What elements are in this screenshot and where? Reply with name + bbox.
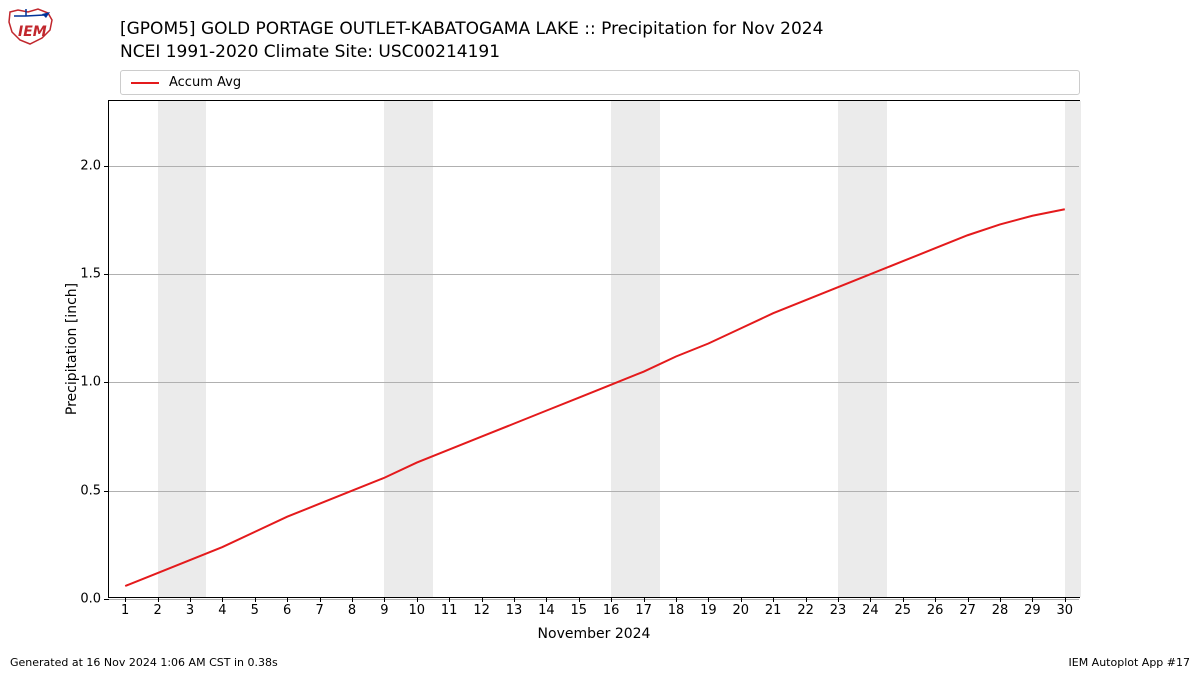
xtick-label: 6 <box>283 603 291 618</box>
xtick-label: 8 <box>348 603 356 618</box>
xtick-label: 11 <box>441 603 458 618</box>
ytick-label: 1.5 <box>80 267 101 282</box>
ytick-mark <box>104 599 109 600</box>
legend: Accum Avg <box>120 70 1080 95</box>
xtick-label: 4 <box>218 603 226 618</box>
xtick-label: 21 <box>765 603 782 618</box>
xtick-label: 24 <box>862 603 879 618</box>
ytick-label: 1.0 <box>80 375 101 390</box>
xtick-label: 1 <box>121 603 129 618</box>
xtick-label: 3 <box>186 603 194 618</box>
series-layer <box>109 101 1081 599</box>
xtick-label: 10 <box>409 603 426 618</box>
xtick-label: 18 <box>668 603 685 618</box>
xtick-label: 19 <box>700 603 717 618</box>
xtick-label: 27 <box>959 603 976 618</box>
ytick-label: 0.5 <box>80 483 101 498</box>
y-axis-label: Precipitation [inch] <box>64 283 80 415</box>
iem-logo: IEM <box>6 6 56 48</box>
xtick-label: 9 <box>380 603 388 618</box>
xtick-label: 28 <box>992 603 1009 618</box>
footer-app-text: IEM Autoplot App #17 <box>1069 656 1191 669</box>
legend-item-label: Accum Avg <box>169 75 241 90</box>
xtick-label: 29 <box>1024 603 1041 618</box>
xtick-label: 14 <box>538 603 555 618</box>
xtick-label: 12 <box>473 603 490 618</box>
ytick-label: 0.0 <box>80 592 101 607</box>
legend-line-icon <box>131 82 159 84</box>
chart-title-line1: [GPOM5] GOLD PORTAGE OUTLET-KABATOGAMA L… <box>120 18 823 41</box>
chart-title-line2: NCEI 1991-2020 Climate Site: USC00214191 <box>120 41 823 64</box>
series-line <box>125 209 1065 586</box>
xtick-label: 13 <box>506 603 523 618</box>
xtick-label: 25 <box>895 603 912 618</box>
x-axis-label: November 2024 <box>538 626 651 642</box>
xtick-label: 7 <box>315 603 323 618</box>
svg-text:IEM: IEM <box>18 24 47 40</box>
xtick-label: 15 <box>571 603 588 618</box>
xtick-label: 16 <box>603 603 620 618</box>
xtick-label: 22 <box>797 603 814 618</box>
footer-generated-text: Generated at 16 Nov 2024 1:06 AM CST in … <box>10 656 278 669</box>
xtick-label: 20 <box>733 603 750 618</box>
xtick-label: 30 <box>1057 603 1074 618</box>
chart-title: [GPOM5] GOLD PORTAGE OUTLET-KABATOGAMA L… <box>120 18 823 64</box>
ytick-label: 2.0 <box>80 158 101 173</box>
xtick-label: 26 <box>927 603 944 618</box>
xtick-label: 23 <box>830 603 847 618</box>
xtick-label: 17 <box>635 603 652 618</box>
xtick-label: 5 <box>251 603 259 618</box>
xtick-label: 2 <box>153 603 161 618</box>
plot-area: 0.00.51.01.52.01234567891011121314151617… <box>108 100 1080 598</box>
